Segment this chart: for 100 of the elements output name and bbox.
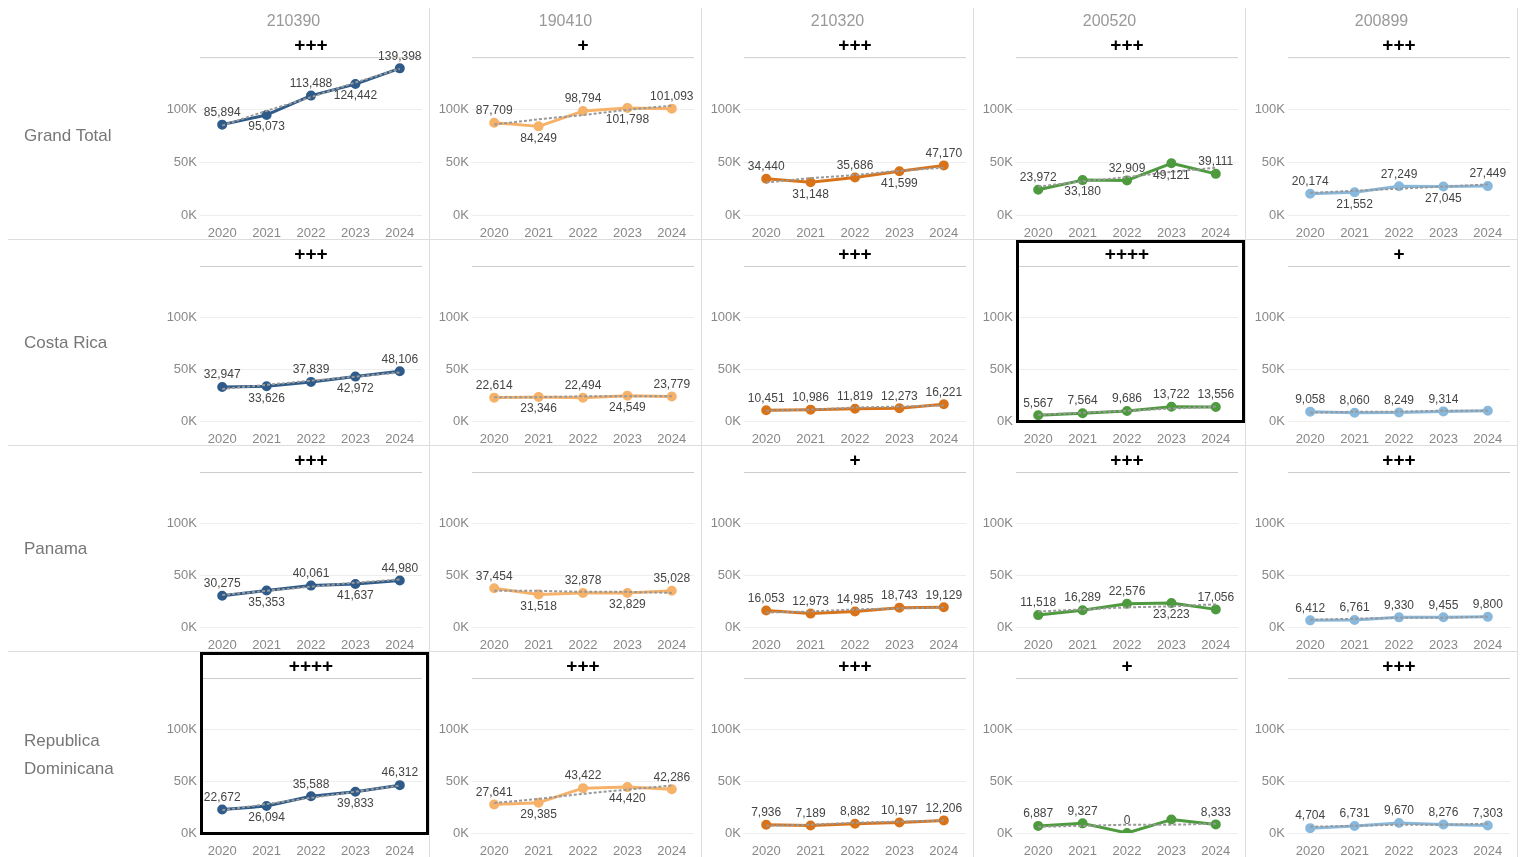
y-tick-label: 50K bbox=[1261, 360, 1286, 376]
point bbox=[1033, 184, 1044, 195]
text: ++++ bbox=[288, 654, 334, 676]
x-tick-label: 2023 bbox=[340, 637, 370, 653]
data-label: 87,709 bbox=[475, 103, 513, 118]
y-tick-label: 0K bbox=[453, 206, 470, 222]
point bbox=[533, 121, 544, 132]
y-tick-label: 0K bbox=[453, 412, 470, 428]
data-label: 16,053 bbox=[747, 590, 785, 605]
data-label: 37,454 bbox=[475, 568, 513, 583]
x-tick-label: 2022 bbox=[1112, 843, 1142, 857]
x-tick-label: 2022 bbox=[1112, 637, 1142, 653]
data-label: 85,894 bbox=[203, 104, 241, 119]
data-label: 19,129 bbox=[925, 587, 963, 602]
x-tick-label: 2021 bbox=[524, 637, 554, 653]
x-tick-label: 2021 bbox=[524, 843, 554, 857]
text: +++ bbox=[294, 33, 328, 55]
x-tick-label: 2024 bbox=[1473, 225, 1503, 241]
y-tick-label: 50K bbox=[989, 153, 1014, 169]
data-label: 4,704 bbox=[1295, 808, 1326, 823]
data-label: 26,094 bbox=[248, 810, 286, 825]
y-tick-label: 0K bbox=[725, 618, 742, 634]
x-tick-label: 2023 bbox=[612, 637, 642, 653]
y-tick-label: 50K bbox=[173, 360, 198, 376]
data-label: 34,440 bbox=[747, 159, 785, 174]
data-label: 35,353 bbox=[248, 594, 286, 609]
x-tick-label: 2020 bbox=[1295, 637, 1325, 653]
y-tick-label: 50K bbox=[989, 360, 1014, 376]
chart-title: 190410 bbox=[538, 12, 593, 30]
point bbox=[1122, 598, 1132, 609]
y-tick-label: 50K bbox=[1261, 566, 1286, 582]
x-tick-label: 2024 bbox=[929, 431, 959, 447]
x-tick-label: 2024 bbox=[385, 637, 415, 653]
x-tick-label: 2023 bbox=[884, 637, 914, 653]
x-tick-label: 2024 bbox=[1473, 843, 1503, 857]
data-label: 9,455 bbox=[1428, 597, 1459, 612]
x-tick-label: 2020 bbox=[207, 431, 237, 447]
y-tick-label: 100K bbox=[1254, 515, 1286, 531]
y-tick-label: 0K bbox=[997, 618, 1014, 634]
x-tick-label: 2023 bbox=[340, 431, 370, 447]
data-label: 10,197 bbox=[881, 802, 919, 817]
y-tick-label: 100K bbox=[1254, 309, 1286, 325]
x-tick-label: 2022 bbox=[568, 843, 598, 857]
x-tick-label: 2023 bbox=[612, 225, 642, 241]
point bbox=[533, 589, 544, 600]
data-label: 101,798 bbox=[605, 112, 650, 127]
y-tick-label: 50K bbox=[1261, 153, 1286, 169]
data-label: 0 bbox=[1123, 813, 1131, 828]
data-label: 9,800 bbox=[1472, 597, 1504, 612]
data-label: 44,420 bbox=[609, 791, 647, 806]
point bbox=[261, 109, 272, 120]
y-tick-label: 0K bbox=[725, 824, 742, 840]
x-tick-label: 2024 bbox=[1201, 431, 1231, 447]
x-tick-label: 2023 bbox=[1428, 843, 1458, 857]
data-label: 98,794 bbox=[564, 91, 602, 106]
data-label: 8,333 bbox=[1200, 804, 1232, 819]
point bbox=[578, 783, 588, 794]
x-tick-label: 2021 bbox=[524, 225, 554, 241]
y-tick-label: 50K bbox=[1261, 772, 1286, 788]
data-label: 29,385 bbox=[520, 806, 558, 821]
point bbox=[805, 177, 816, 188]
x-tick-label: 2022 bbox=[296, 431, 326, 447]
data-label: 84,249 bbox=[520, 130, 558, 145]
x-tick-label: 2021 bbox=[1068, 225, 1098, 241]
x-tick-label: 2021 bbox=[252, 843, 282, 857]
x-tick-label: 2023 bbox=[1156, 637, 1186, 653]
y-tick-label: 50K bbox=[445, 360, 470, 376]
data-label: 13,722 bbox=[1153, 387, 1191, 402]
text: +++ bbox=[1110, 448, 1144, 470]
chart-title: 200899 bbox=[1354, 12, 1409, 30]
data-label: 8,060 bbox=[1339, 392, 1370, 407]
data-label: 27,249 bbox=[1380, 166, 1418, 181]
data-label: 6,412 bbox=[1295, 600, 1326, 615]
data-label: 22,614 bbox=[475, 377, 513, 392]
x-tick-label: 2020 bbox=[1295, 843, 1325, 857]
data-label: 42,286 bbox=[653, 769, 691, 784]
y-tick-label: 100K bbox=[166, 721, 198, 737]
x-tick-label: 2023 bbox=[1156, 225, 1186, 241]
y-tick-label: 50K bbox=[989, 566, 1014, 582]
y-axis-title: Grand Total bbox=[24, 125, 112, 145]
data-label: 43,422 bbox=[564, 768, 602, 783]
point bbox=[761, 173, 772, 184]
x-tick-label: 2020 bbox=[207, 843, 237, 857]
data-label: 12,973 bbox=[792, 593, 830, 608]
text: ++++ bbox=[1104, 242, 1150, 264]
data-label: 39,833 bbox=[337, 796, 375, 811]
y-tick-label: 50K bbox=[173, 153, 198, 169]
x-tick-label: 2022 bbox=[296, 843, 326, 857]
data-label: 22,672 bbox=[203, 789, 241, 804]
data-label: 21,552 bbox=[1336, 196, 1374, 211]
data-label: 9,327 bbox=[1067, 803, 1098, 818]
y-tick-label: 100K bbox=[710, 101, 742, 117]
data-label: 32,947 bbox=[203, 367, 241, 382]
data-label: 23,972 bbox=[1019, 170, 1057, 185]
x-tick-label: 2021 bbox=[1068, 637, 1098, 653]
data-label: 95,073 bbox=[248, 119, 286, 134]
data-label: 20,174 bbox=[1291, 174, 1329, 189]
data-label: 9,314 bbox=[1428, 391, 1459, 406]
x-tick-label: 2020 bbox=[207, 637, 237, 653]
x-tick-label: 2022 bbox=[1112, 225, 1142, 241]
